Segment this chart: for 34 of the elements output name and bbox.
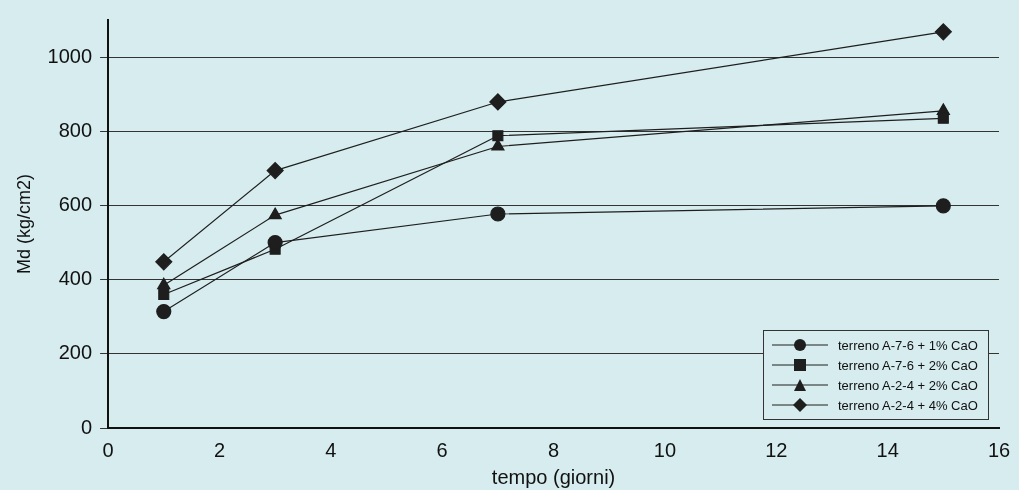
- x-tick-label: 8: [547, 438, 560, 461]
- x-tick-label: 6: [436, 438, 448, 461]
- point: [266, 161, 284, 180]
- point: [934, 23, 952, 41]
- y-tick-label: 600: [58, 192, 93, 215]
- legend-label: terreno A-7-6 + 2% CaO: [838, 357, 978, 373]
- y-tick-label: 800: [58, 118, 93, 141]
- x-tick-label: 2: [213, 438, 226, 461]
- point: [158, 288, 170, 301]
- legend-label: terreno A-2-4 + 2% CaO: [838, 377, 978, 393]
- y-tick-label: 400: [58, 267, 93, 290]
- point: [155, 253, 173, 271]
- y-tick-label: 0: [80, 415, 93, 438]
- legend-label: terreno A-7-6 + 1% CaO: [838, 337, 978, 353]
- x-tick-label: 4: [325, 438, 337, 461]
- y-tick-label: 1000: [47, 44, 93, 67]
- x-tick-label: 16: [987, 438, 1011, 461]
- point: [490, 206, 506, 222]
- point: [489, 93, 507, 111]
- y-axis-title: Md (kg/cm2): [13, 173, 34, 275]
- legend-label: terreno A-2-4 + 4% CaO: [838, 397, 978, 413]
- x-tick-label: 12: [765, 438, 788, 461]
- point: [935, 198, 951, 214]
- y-tick-label: 200: [58, 341, 93, 364]
- point: [492, 130, 504, 142]
- point: [156, 303, 172, 320]
- x-axis-title: tempo (giorni): [491, 465, 616, 488]
- x-tick-label: 14: [876, 438, 899, 461]
- x-tick-label: 0: [102, 438, 114, 461]
- point: [268, 207, 282, 220]
- point: [937, 112, 949, 124]
- x-tick-label: 10: [653, 438, 677, 461]
- point: [267, 234, 283, 251]
- point: [157, 277, 171, 290]
